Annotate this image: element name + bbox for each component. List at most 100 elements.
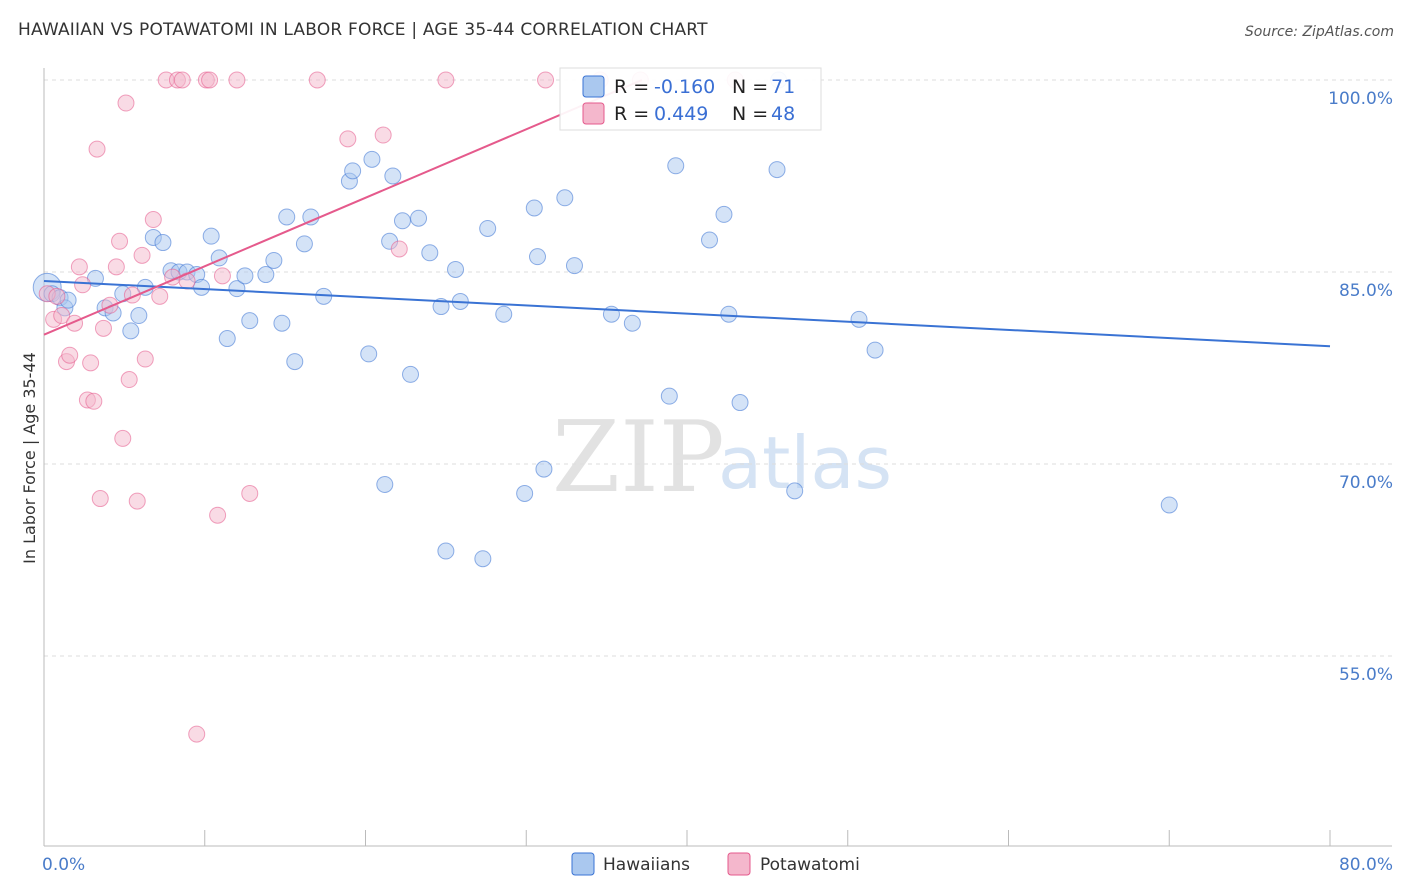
point-hawaiians	[447, 260, 465, 278]
point-hawaiians	[360, 345, 378, 363]
point-hawaiians	[535, 460, 553, 478]
point-hawaiians	[295, 235, 313, 253]
point-potawatomi	[136, 350, 154, 368]
stats-swatch-hawaiians	[582, 75, 605, 98]
point-hawaiians	[432, 298, 450, 316]
legend-label-potawatomi: Potawatomi	[760, 855, 860, 875]
point-hawaiians	[768, 161, 786, 179]
stats-n-value-potawatomi: 48	[771, 103, 795, 125]
legend-swatch-hawaiians	[571, 852, 595, 876]
point-hawaiians	[556, 189, 574, 207]
point-potawatomi	[241, 484, 259, 502]
point-potawatomi	[114, 429, 132, 447]
point-potawatomi	[70, 258, 88, 276]
point-hawaiians	[122, 322, 140, 340]
stats-r-value-potawatomi: 0.449	[654, 103, 708, 125]
point-potawatomi	[88, 140, 106, 158]
point-hawaiians	[402, 365, 420, 383]
point-hawaiians	[565, 257, 583, 275]
trend-line-hawaiians	[43, 279, 1331, 348]
point-potawatomi	[48, 287, 66, 305]
point-potawatomi	[128, 492, 146, 510]
source-note: Source: ZipAtlas.com	[1244, 24, 1394, 40]
point-potawatomi	[144, 211, 162, 229]
point-hawaiians	[866, 341, 884, 359]
point-hawaiians	[393, 212, 411, 230]
x-tick-label: 80.0%	[1339, 855, 1393, 875]
point-hawaiians	[850, 310, 868, 328]
point-hawaiians	[660, 387, 678, 405]
series-legend: Hawaiians Potawatomi	[571, 852, 860, 876]
point-hawaiians	[623, 314, 641, 332]
point-potawatomi	[374, 126, 392, 144]
point-potawatomi	[213, 267, 231, 285]
point-potawatomi	[437, 71, 455, 89]
point-hawaiians	[384, 167, 402, 185]
point-potawatomi	[228, 71, 246, 89]
point-hawaiians	[241, 312, 259, 330]
point-hawaiians	[363, 150, 381, 168]
point-potawatomi	[94, 319, 112, 337]
point-hawaiians	[286, 353, 304, 371]
point-hawaiians	[193, 278, 211, 296]
point-potawatomi	[201, 71, 219, 89]
point-potawatomi	[209, 506, 227, 524]
point-potawatomi	[173, 71, 191, 89]
point-potawatomi	[53, 307, 71, 325]
point-potawatomi	[107, 258, 125, 276]
y-tick-labels: 100.0% 85.0% 70.0% 55.0%	[1328, 89, 1393, 685]
watermark-zip: ZIP	[552, 401, 725, 515]
point-hawaiians	[273, 314, 291, 332]
point-hawaiians	[701, 231, 719, 249]
y-tick-label: 100.0%	[1328, 89, 1393, 109]
point-potawatomi	[151, 287, 169, 305]
point-hawaiians	[202, 227, 220, 245]
y-axis-label: In Labor Force | Age 35-44	[20, 352, 39, 564]
point-potawatomi	[85, 392, 103, 410]
point-potawatomi	[120, 371, 138, 389]
point-hawaiians	[228, 280, 246, 298]
y-tick-label: 55.0%	[1339, 665, 1393, 685]
data-points	[32, 71, 1178, 743]
point-hawaiians	[278, 208, 296, 226]
point-hawaiians	[495, 305, 513, 323]
point-hawaiians	[479, 219, 497, 237]
stats-n-label-potawatomi: N =	[732, 103, 768, 125]
trend-lines	[43, 79, 1331, 348]
point-potawatomi	[188, 725, 206, 743]
point-hawaiians	[130, 307, 148, 325]
point-hawaiians	[376, 475, 394, 493]
point-hawaiians	[516, 484, 534, 502]
point-hawaiians	[786, 482, 804, 500]
trend-line-potawatomi	[43, 79, 643, 336]
point-hawaiians	[344, 162, 362, 180]
stats-legend: R = -0.160 N = 71 R = 0.449 N = 48	[559, 67, 822, 131]
y-tick-label: 70.0%	[1339, 473, 1393, 493]
point-hawaiians	[715, 205, 733, 223]
point-hawaiians	[525, 199, 543, 217]
point-hawaiians	[667, 157, 685, 175]
point-potawatomi	[74, 276, 92, 294]
point-potawatomi	[133, 246, 151, 264]
legend-swatch-potawatomi	[727, 852, 751, 876]
stats-r-value-hawaiians: -0.160	[654, 76, 715, 98]
point-hawaiians	[474, 550, 492, 568]
point-hawaiians	[257, 266, 275, 284]
point-potawatomi	[339, 130, 357, 148]
point-hawaiians	[720, 305, 738, 323]
stats-r-label-hawaiians: R =	[614, 76, 649, 98]
point-hawaiians	[154, 234, 172, 252]
x-tick-labels: 0.0% 80.0%	[42, 855, 1393, 875]
point-hawaiians	[236, 267, 254, 285]
chart-title: HAWAIIAN VS POTAWATOMI IN LABOR FORCE | …	[18, 20, 708, 40]
point-hawaiians	[731, 394, 749, 412]
point-potawatomi	[537, 71, 555, 89]
stats-swatch-potawatomi	[582, 102, 605, 125]
point-potawatomi	[117, 94, 135, 112]
point-potawatomi	[82, 354, 100, 372]
point-hawaiians	[421, 244, 439, 262]
point-hawaiians	[529, 248, 547, 266]
point-hawaiians	[437, 542, 455, 560]
point-potawatomi	[308, 71, 326, 89]
